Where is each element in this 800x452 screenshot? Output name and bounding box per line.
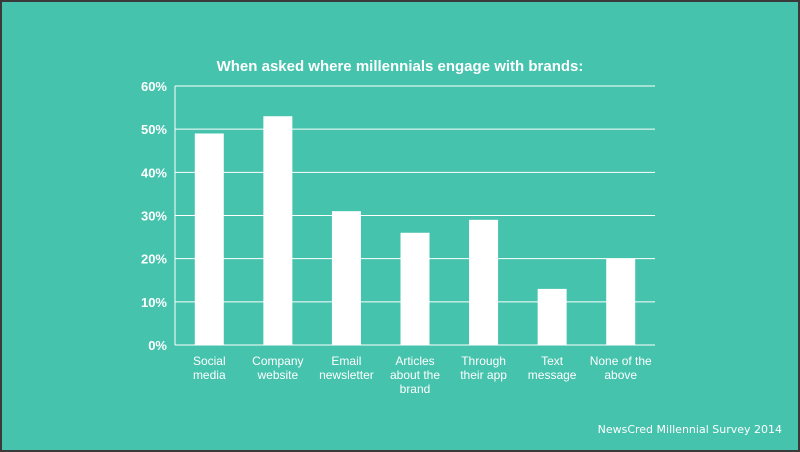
x-tick-label-line: None of the <box>590 354 652 368</box>
x-tick-label-line: Email <box>331 354 361 368</box>
x-tick-label-line: about the <box>390 368 440 382</box>
x-tick-label-line: Through <box>461 354 506 368</box>
x-tick-label: Through their app <box>460 354 507 382</box>
bar <box>263 116 293 345</box>
y-tick-label: 20% <box>141 252 167 267</box>
x-tick-label-line: media <box>193 368 226 382</box>
bar <box>400 232 430 345</box>
x-tick-label: Text message <box>528 354 577 382</box>
bar <box>537 288 567 345</box>
bars <box>194 116 636 345</box>
x-tick-label-line: Social <box>193 354 226 368</box>
source-credit: NewsCred Millennial Survey 2014 <box>597 423 782 436</box>
x-tick-label: None of the above <box>590 354 652 382</box>
y-tick-label: 60% <box>141 79 167 94</box>
x-tick-label-line: Articles <box>395 354 434 368</box>
x-tick-label-line: newsletter <box>319 368 374 382</box>
x-tick-label-line: above <box>604 368 637 382</box>
bar <box>606 258 636 345</box>
y-tick-label: 50% <box>141 122 167 137</box>
x-tick-label-line: brand <box>400 382 431 396</box>
x-tick-label-line: Text <box>541 354 564 368</box>
x-tick-label: Email newsletter <box>319 354 374 382</box>
y-tick-label: 40% <box>141 165 167 180</box>
bar <box>331 211 361 345</box>
x-tick-label-line: message <box>528 368 577 382</box>
x-axis-labels: Social media Company website Email newsletter… <box>193 354 652 396</box>
x-tick-label: Social media <box>193 354 226 382</box>
y-tick-label: 10% <box>141 295 167 310</box>
x-tick-label: Articles about the brand <box>390 354 440 396</box>
x-tick-label-line: website <box>257 368 299 382</box>
bar <box>194 133 224 345</box>
bar <box>469 219 499 345</box>
y-tick-label: 0% <box>148 338 167 353</box>
y-axis-ticks: 0% 10% 20% 30% 40% 50% 60% <box>141 79 167 353</box>
x-tick-label-line: their app <box>460 368 507 382</box>
x-tick-label-line: Company <box>252 354 303 368</box>
x-tick-label: Company website <box>252 354 303 382</box>
chart-title: When asked where millennials engage with… <box>216 58 584 75</box>
y-tick-label: 30% <box>141 209 167 224</box>
